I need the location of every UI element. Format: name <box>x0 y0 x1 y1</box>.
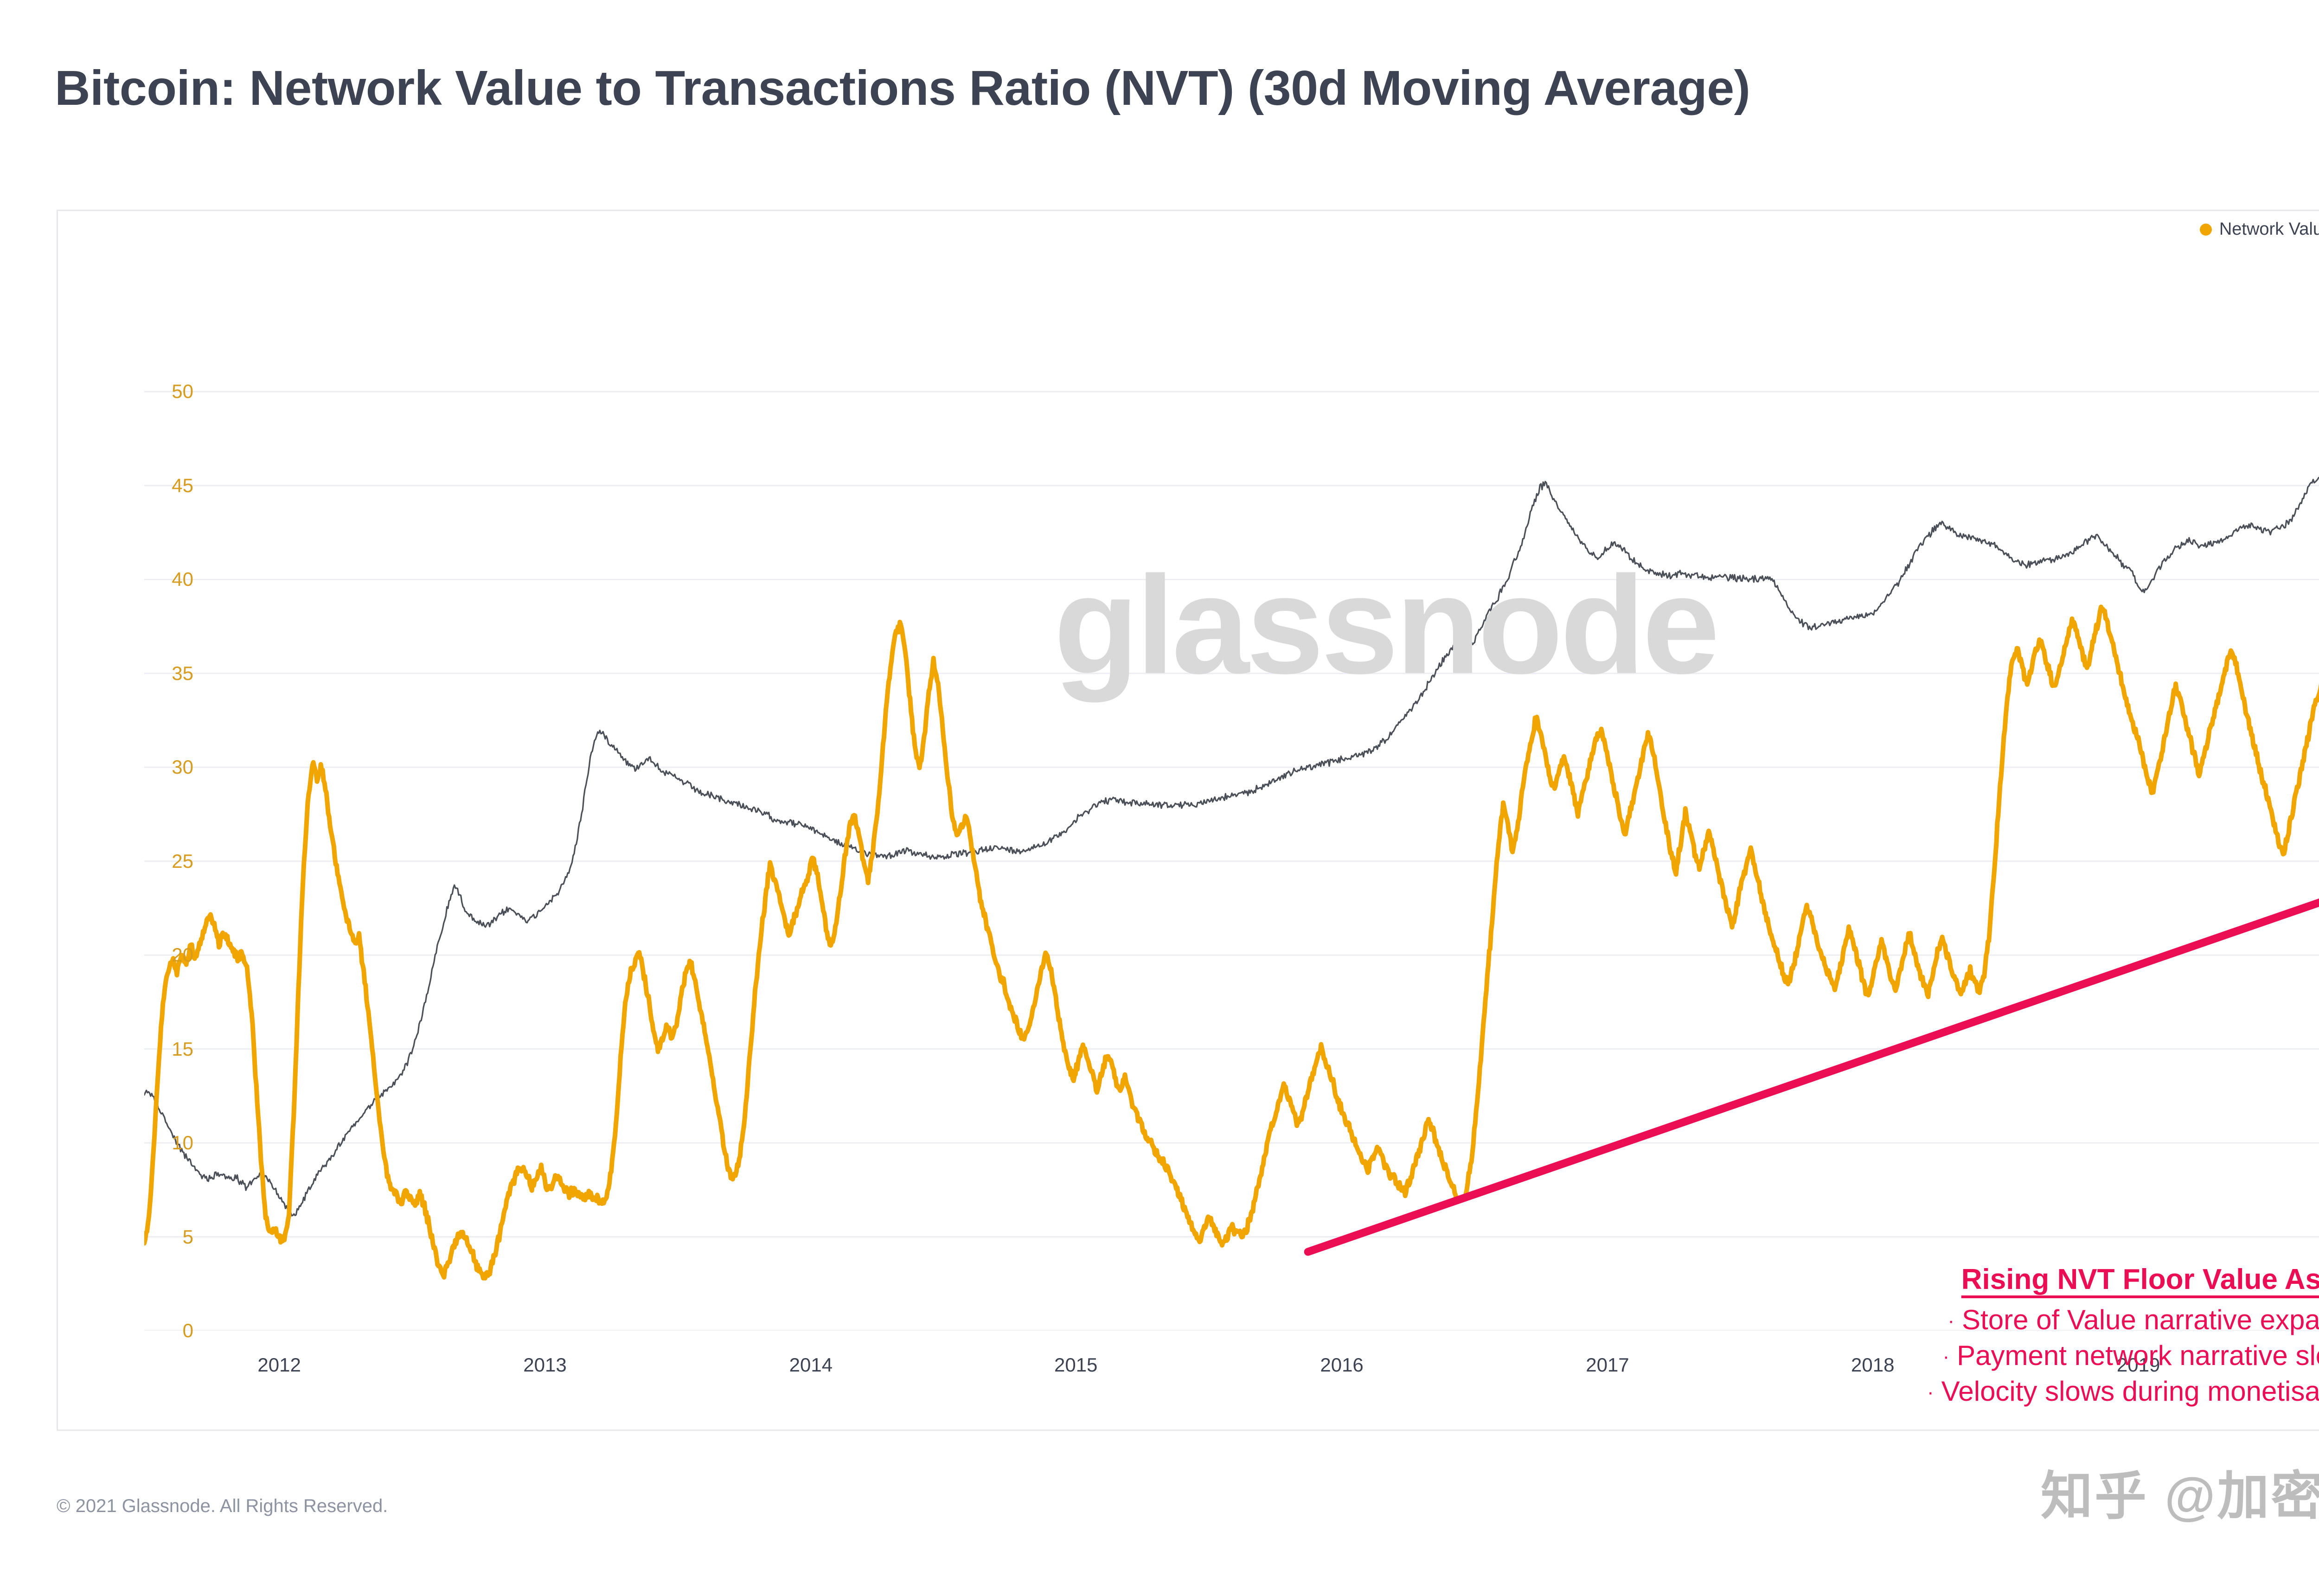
trend-arrow-up-right-icon <box>1304 898 2319 1256</box>
page-title: Bitcoin: Network Value to Transactions R… <box>55 61 1750 115</box>
annotation-bullet-list: ·Store of Value narrative expands·Paymen… <box>1927 1302 2319 1409</box>
annotation-bullet-text: Store of Value narrative expands <box>1962 1304 2319 1335</box>
grid-lines <box>144 391 2319 1331</box>
x-axis-tick-label: 2017 <box>1586 1354 1629 1376</box>
plot-area <box>144 335 2319 1331</box>
y-axis-left-tick-label: 10 <box>172 1132 193 1154</box>
annotation-bullet: · Payment network narrative slows <box>1942 1338 2319 1374</box>
x-axis-tick-label: 2014 <box>789 1354 833 1376</box>
annotation-heading: Rising NVT Floor Value As: <box>1961 1263 2319 1295</box>
chart-legend: Network Value to Transactions Ratio (NVT… <box>2199 219 2319 239</box>
bullet-dot-icon: · <box>1947 1309 1955 1332</box>
y-axis-left-tick-label: 35 <box>172 662 193 684</box>
annotation-bullet: · Velocity slows during monetisation <box>1927 1374 2319 1410</box>
zhihu-watermark: 知乎 @加密宇宙 <box>2041 1467 2319 1525</box>
legend-dot-orange-icon <box>2199 223 2212 236</box>
y-axis-left-tick-label: 20 <box>172 944 193 966</box>
nvt-series-line <box>144 604 2319 1281</box>
annotation-block: Rising NVT Floor Value As: · Store of Val… <box>1927 1263 2319 1409</box>
bullet-dot-icon: · <box>1927 1380 1934 1404</box>
annotation-bullet-text: Payment network narrative slows <box>1957 1340 2319 1371</box>
y-axis-left-tick-label: 5 <box>182 1225 193 1248</box>
y-axis-left-tick-label: 15 <box>172 1038 193 1060</box>
y-axis-left-tick-label: 40 <box>172 568 193 590</box>
y-axis-left-tick-label: 25 <box>172 850 193 872</box>
x-axis-tick-label: 2019 <box>2116 1354 2160 1376</box>
legend-item-nvt[interactable]: Network Value to Transactions Ratio (NVT… <box>2199 219 2319 239</box>
y-axis-left-tick-label: 30 <box>172 756 193 778</box>
x-axis-tick-label: 2013 <box>523 1354 567 1376</box>
x-axis-tick-label: 2018 <box>1851 1354 1895 1376</box>
annotation-bullet-text: Velocity slows during monetisation <box>1941 1375 2319 1407</box>
annotation-bullet: · Store of Value narrative expands <box>1947 1302 2319 1338</box>
y-axis-left-tick-label: 50 <box>172 380 193 403</box>
y-axis-left-tick-label: 45 <box>172 474 193 496</box>
price-series-line <box>144 476 2319 1217</box>
legend-label-nvt: Network Value to Transactions Ratio (NVT… <box>2219 219 2319 239</box>
y-axis-left-tick-label: 0 <box>182 1320 193 1341</box>
plot-svg <box>144 391 2319 1331</box>
chart-card: Network Value to Transactions Ratio (NVT… <box>57 210 2319 1431</box>
x-axis-tick-label: 2016 <box>1320 1354 1364 1376</box>
x-axis-tick-label: 2015 <box>1054 1354 1098 1376</box>
copyright-text: © 2021 Glassnode. All Rights Reserved. <box>57 1496 388 1516</box>
bullet-dot-icon: · <box>1942 1345 1950 1368</box>
x-axis-tick-label: 2012 <box>257 1354 301 1376</box>
arrow-shaft <box>1304 898 2319 1256</box>
